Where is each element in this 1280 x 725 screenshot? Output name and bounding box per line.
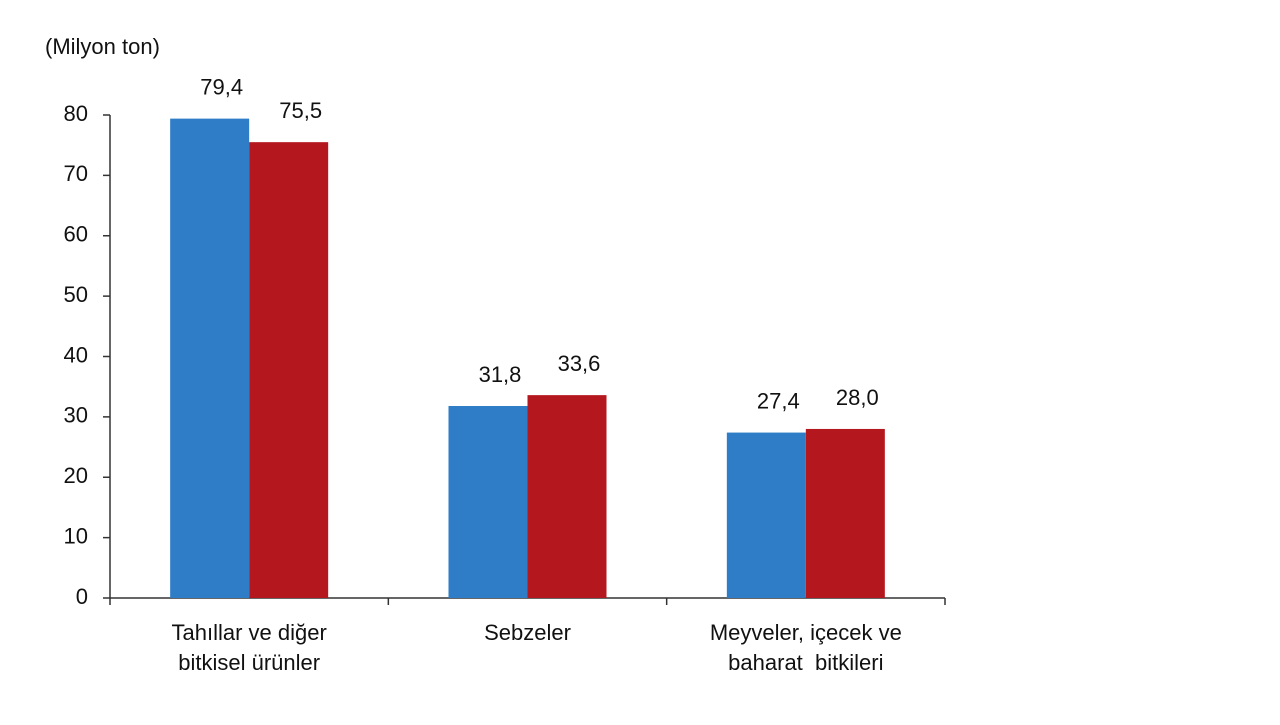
x-tick-label: Sebzeler [484,620,571,645]
bar [726,432,806,598]
y-tick-label: 70 [64,161,88,186]
bar [527,395,607,598]
x-tick-label: baharat bitkileri [728,650,883,675]
x-tick-label: Tahıllar ve diğer [172,620,327,645]
y-axis-label: (Milyon ton) [45,34,160,59]
y-tick-label: 0 [76,584,88,609]
value-label: 75,5 [279,98,322,123]
y-tick-label: 40 [64,342,88,367]
bar [448,406,528,598]
bar [170,118,250,598]
value-label: 27,4 [757,388,800,413]
y-tick-label: 20 [64,463,88,488]
y-tick-label: 10 [64,523,88,548]
x-tick-label: Meyveler, içecek ve [710,620,902,645]
y-tick-label: 60 [64,222,88,247]
value-label: 28,0 [836,385,879,410]
bar [805,428,885,598]
y-tick-label: 80 [64,101,88,126]
value-label: 33,6 [558,351,601,376]
value-label: 31,8 [479,362,522,387]
y-tick-label: 50 [64,282,88,307]
bar [249,142,329,598]
y-tick-label: 30 [64,403,88,428]
x-tick-label: bitkisel ürünler [178,650,320,675]
value-label: 79,4 [200,74,243,99]
